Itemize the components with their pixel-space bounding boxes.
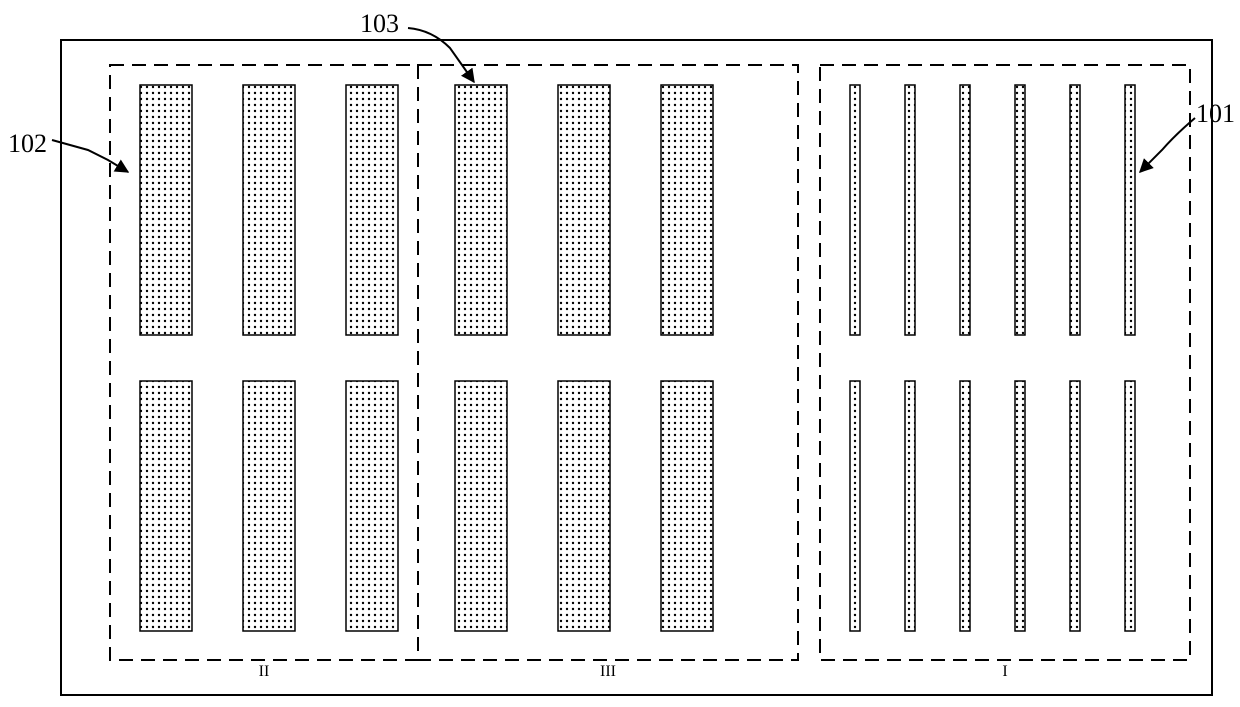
- region-label-I: I: [1002, 663, 1007, 680]
- thin-bar-row1-0: [850, 85, 860, 335]
- thin-bar-row1-3: [1015, 85, 1025, 335]
- callout-label-101: 101: [1196, 99, 1235, 128]
- wide-bar-row1-3: [455, 85, 507, 335]
- wide-bar-row2-5: [661, 381, 713, 631]
- thin-bar-row2-3: [1015, 381, 1025, 631]
- wide-bar-row1-5: [661, 85, 713, 335]
- thin-bar-row1-1: [905, 85, 915, 335]
- callout-line-102: [52, 140, 128, 172]
- wide-bar-row2-2: [346, 381, 398, 631]
- wide-bar-row2-4: [558, 381, 610, 631]
- thin-bar-row2-0: [850, 381, 860, 631]
- thin-bar-row2-1: [905, 381, 915, 631]
- thin-bar-row2-2: [960, 381, 970, 631]
- wide-bar-row1-1: [243, 85, 295, 335]
- wide-bar-row1-4: [558, 85, 610, 335]
- callout-label-103: 103: [360, 9, 399, 38]
- thin-bar-row2-5: [1125, 381, 1135, 631]
- thin-bar-row1-4: [1070, 85, 1080, 335]
- outer-frame: [61, 40, 1212, 695]
- wide-bar-row2-0: [140, 381, 192, 631]
- callout-line-101: [1140, 118, 1195, 172]
- wide-bar-row2-1: [243, 381, 295, 631]
- wide-bar-row2-3: [455, 381, 507, 631]
- wide-bar-row1-0: [140, 85, 192, 335]
- region-label-III: III: [600, 663, 616, 680]
- wide-bar-row1-2: [346, 85, 398, 335]
- thin-bar-row1-2: [960, 85, 970, 335]
- callout-label-102: 102: [8, 129, 47, 158]
- thin-bar-row2-4: [1070, 381, 1080, 631]
- region-label-II: II: [259, 663, 270, 680]
- thin-bar-row1-5: [1125, 85, 1135, 335]
